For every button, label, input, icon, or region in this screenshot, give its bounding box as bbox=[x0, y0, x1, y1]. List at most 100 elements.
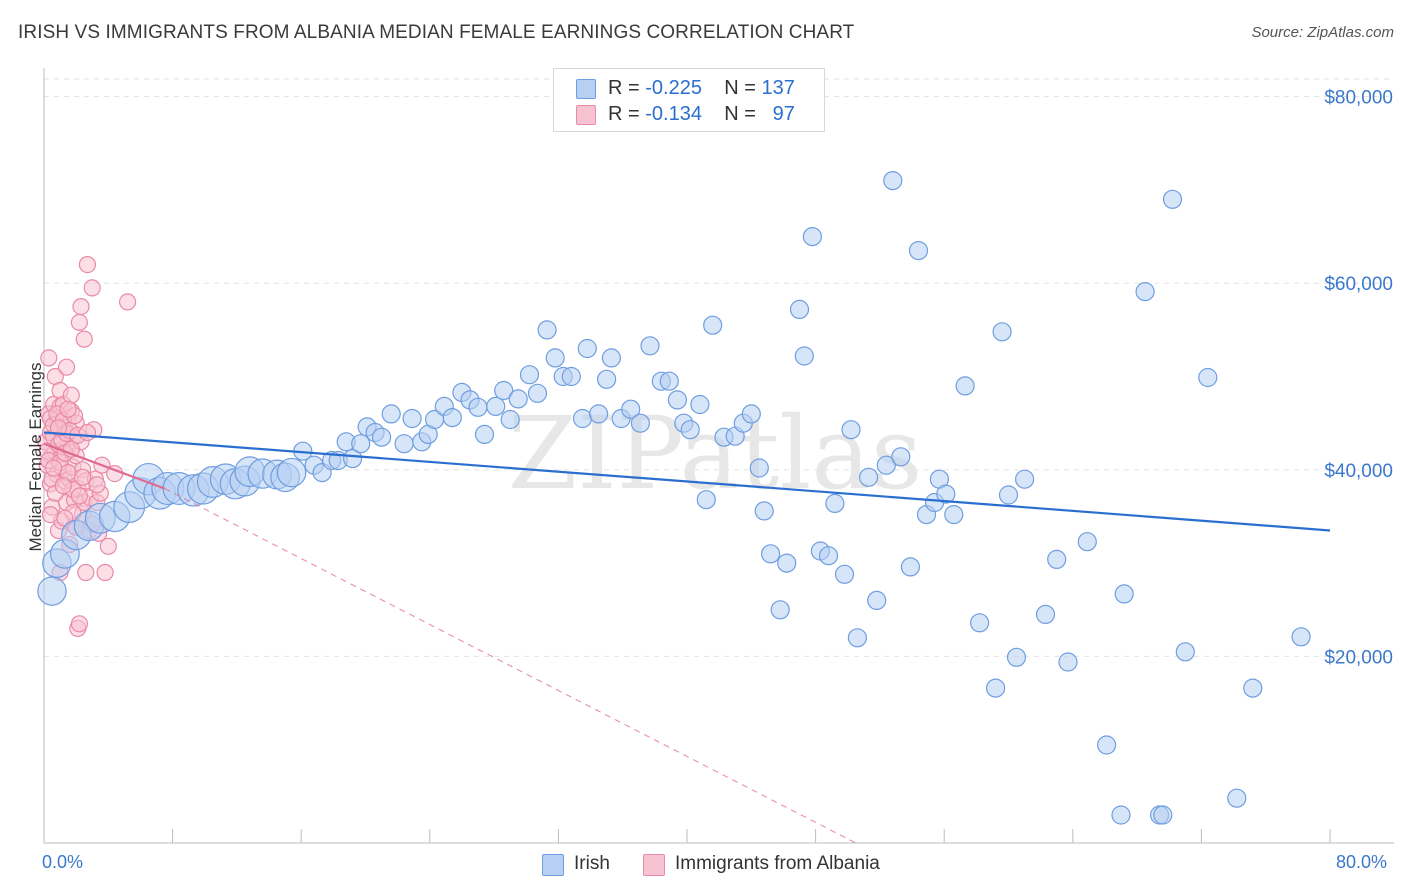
r-label: R = bbox=[608, 103, 646, 125]
irish-point bbox=[351, 434, 371, 454]
irish-point bbox=[394, 434, 414, 454]
albania-point bbox=[78, 423, 97, 442]
albania-legend-swatch bbox=[643, 854, 665, 876]
trend-lines bbox=[43, 431, 1331, 844]
irish-point bbox=[667, 390, 688, 410]
irish-point bbox=[468, 397, 488, 417]
irish-point bbox=[1198, 367, 1218, 388]
irish-point bbox=[900, 557, 921, 577]
irish-point bbox=[640, 336, 660, 356]
irish-point bbox=[596, 369, 617, 389]
chart-title: IRISH VS IMMIGRANTS FROM ALBANIA MEDIAN … bbox=[18, 22, 855, 43]
n-label: N = bbox=[724, 77, 762, 99]
r-value-irish: -0.225 bbox=[645, 77, 702, 99]
albania-point bbox=[70, 313, 89, 331]
albania-point bbox=[99, 537, 117, 555]
irish-point bbox=[37, 576, 67, 606]
irish-point bbox=[508, 389, 528, 409]
irish-point bbox=[696, 490, 716, 510]
irish-point bbox=[1114, 584, 1134, 604]
irish-point bbox=[1035, 604, 1056, 625]
n-value-irish: 137 bbox=[761, 77, 795, 99]
irish-point bbox=[858, 467, 879, 487]
y-axis-label: Median Female Earnings bbox=[26, 362, 45, 552]
y-tick-label: $60,000 bbox=[1324, 274, 1393, 295]
albania-point bbox=[75, 330, 93, 348]
irish-point bbox=[802, 227, 823, 247]
irish-point bbox=[1096, 735, 1117, 755]
irish-point bbox=[992, 322, 1012, 342]
irish-point bbox=[891, 447, 911, 467]
y-tick-label: $20,000 bbox=[1324, 647, 1393, 668]
irish-points bbox=[37, 171, 1311, 825]
irish-point bbox=[754, 501, 774, 521]
albania-point bbox=[44, 459, 63, 477]
irish-point bbox=[381, 404, 401, 424]
irish-point bbox=[818, 546, 839, 566]
irish-point bbox=[537, 320, 557, 340]
irish-point bbox=[500, 409, 520, 430]
irish-point bbox=[770, 600, 790, 620]
albania-point bbox=[78, 256, 97, 274]
irish-point bbox=[1058, 652, 1078, 672]
irish-point bbox=[1006, 647, 1027, 667]
irish-point bbox=[690, 394, 710, 415]
irish-point bbox=[789, 299, 810, 319]
r-value-albania: -0.134 bbox=[645, 103, 702, 125]
irish-point bbox=[998, 485, 1019, 505]
irish-point bbox=[486, 396, 506, 416]
irish-point bbox=[1162, 189, 1183, 209]
irish-point bbox=[372, 427, 392, 447]
albania-point bbox=[96, 563, 114, 582]
irish-point bbox=[1227, 788, 1247, 808]
irish-point bbox=[1153, 805, 1173, 825]
irish-point bbox=[760, 544, 781, 564]
irish-point bbox=[908, 241, 929, 261]
irish-point bbox=[825, 493, 845, 513]
irish-point bbox=[527, 383, 548, 403]
irish-point bbox=[561, 366, 581, 387]
irish-point bbox=[794, 346, 814, 366]
albania-point bbox=[40, 349, 58, 367]
albania-legend-label: Immigrants from Albania bbox=[675, 853, 880, 874]
irish-point bbox=[588, 404, 609, 424]
irish-point bbox=[876, 455, 896, 475]
albania-point bbox=[54, 477, 72, 495]
irish-point bbox=[985, 678, 1006, 698]
y-tick-label: $80,000 bbox=[1324, 88, 1393, 109]
irish-point bbox=[1014, 469, 1035, 489]
albania-point bbox=[62, 386, 80, 404]
irish-point bbox=[1291, 627, 1311, 647]
irish-point bbox=[519, 365, 540, 385]
irish-point bbox=[867, 590, 887, 611]
stats-legend: R = -0.225 N = 137 R = -0.134 N = 97 bbox=[553, 68, 825, 132]
irish-point bbox=[630, 413, 651, 433]
albania-point bbox=[83, 279, 101, 297]
irish-point bbox=[703, 315, 723, 335]
y-tick-labels: $20,000 $40,000 $60,000 $80,000 bbox=[1324, 88, 1393, 669]
irish-legend-label: Irish bbox=[574, 853, 610, 874]
x-tick-label-max: 80.0% bbox=[1336, 852, 1388, 872]
albania-point bbox=[70, 615, 89, 633]
irish-point bbox=[969, 613, 990, 633]
albania-point bbox=[59, 400, 77, 418]
y-tick-label: $40,000 bbox=[1324, 461, 1393, 482]
albania-point bbox=[88, 476, 106, 494]
irish-point bbox=[621, 399, 641, 419]
x-tick-label-min: 0.0% bbox=[42, 852, 84, 872]
albania-point bbox=[49, 419, 68, 437]
irish-point bbox=[545, 348, 565, 368]
albania-point bbox=[118, 293, 137, 311]
source-credit: Source: ZipAtlas.com bbox=[1251, 24, 1394, 41]
irish-point bbox=[402, 408, 422, 429]
albania-point bbox=[70, 487, 89, 505]
irish-point bbox=[659, 371, 679, 391]
irish-point bbox=[847, 628, 868, 648]
irish-point bbox=[1243, 678, 1263, 698]
irish-point bbox=[749, 458, 769, 478]
irish-point bbox=[577, 338, 597, 359]
irish-point bbox=[1111, 805, 1131, 825]
albania-point bbox=[72, 298, 90, 316]
irish-point bbox=[936, 484, 956, 504]
